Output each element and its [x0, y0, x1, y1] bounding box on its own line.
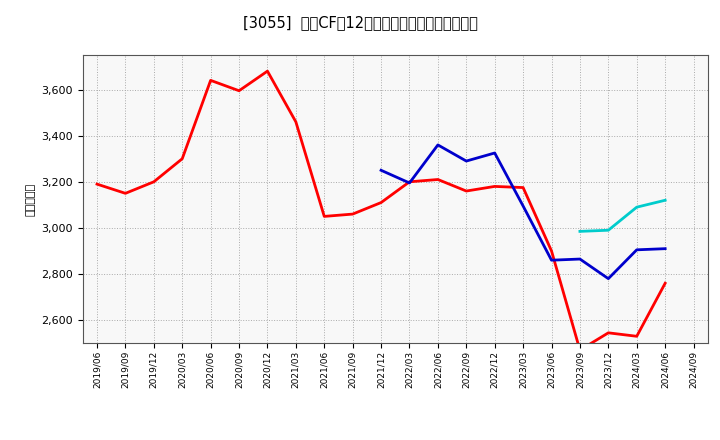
3年 [150, 179, 158, 184]
3年 [547, 248, 556, 253]
5年 [632, 247, 641, 253]
5年 [433, 142, 442, 147]
5年 [604, 276, 613, 281]
3年 [575, 348, 584, 353]
3年 [433, 177, 442, 182]
Line: 7年: 7年 [580, 200, 665, 231]
5年 [490, 150, 499, 156]
3年 [348, 212, 357, 217]
7年 [632, 205, 641, 210]
3年 [377, 200, 385, 205]
3年 [604, 330, 613, 335]
Text: [3055]  営業CFだ12か月移動合計の平均値の推移: [3055] 営業CFだ12か月移動合計の平均値の推移 [243, 15, 477, 30]
7年 [575, 229, 584, 234]
3年 [405, 179, 414, 184]
3年 [93, 181, 102, 187]
5年 [547, 257, 556, 263]
3年 [462, 188, 471, 194]
Line: 5年: 5年 [381, 145, 665, 279]
3年 [632, 334, 641, 339]
5年 [661, 246, 670, 251]
3年 [263, 69, 271, 74]
5年 [405, 180, 414, 186]
3年 [661, 281, 670, 286]
5年 [462, 158, 471, 164]
5年 [519, 203, 528, 209]
3年 [121, 191, 130, 196]
7年 [661, 198, 670, 203]
Line: 3年: 3年 [97, 71, 665, 350]
7年 [604, 227, 613, 233]
3年 [519, 185, 528, 190]
3年 [490, 184, 499, 189]
5年 [575, 257, 584, 262]
5年 [377, 168, 385, 173]
3年 [178, 156, 186, 161]
3年 [320, 214, 328, 219]
Y-axis label: （百万円）: （百万円） [26, 183, 36, 216]
3年 [235, 88, 243, 93]
3年 [292, 119, 300, 125]
3年 [207, 78, 215, 83]
